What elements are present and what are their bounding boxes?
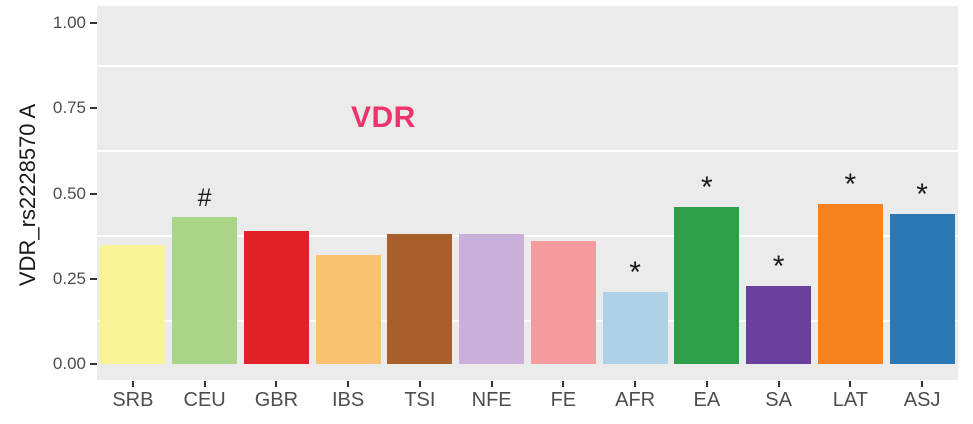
- asterisk-annotation-ea: *: [701, 171, 713, 205]
- gridline-minor: [97, 64, 958, 67]
- y-tick-label-0.75: 0.75: [52, 98, 86, 118]
- bar-ea: [674, 207, 740, 364]
- gridline-minor: [97, 149, 958, 152]
- x-tick-label-ceu: CEU: [183, 389, 226, 411]
- y-tick-0.25: [90, 277, 97, 280]
- x-tick-label-sa: SA: [765, 389, 792, 411]
- x-tick-label-gbr: GBR: [254, 389, 299, 411]
- x-tick-label-ea: EA: [693, 389, 721, 411]
- x-tick-nfe: [490, 381, 493, 387]
- x-tick-ibs: [347, 381, 350, 387]
- bar-afr: [602, 292, 668, 364]
- bar-nfe: [459, 234, 525, 364]
- bar-tsi: [387, 234, 453, 364]
- gridline-minor: [97, 320, 958, 323]
- bar-srb: [100, 244, 166, 364]
- x-tick-label-lat: LAT: [832, 389, 868, 411]
- x-tick-fe: [562, 381, 565, 387]
- bar-ibs: [315, 254, 381, 364]
- x-tick-label-ibs: IBS: [332, 389, 365, 411]
- y-tick-label-1.00: 1.00: [52, 13, 86, 32]
- y-tick-label-0.50: 0.50: [52, 183, 86, 203]
- asterisk-annotation-asj: *: [916, 177, 928, 211]
- y-tick-label-0.00: 0.00: [52, 354, 86, 373]
- x-tick-label-srb: SRB: [112, 389, 154, 411]
- plot-panel: VDR # * * * * *: [97, 6, 958, 380]
- y-tick-1.00: [90, 22, 97, 24]
- y-tick-0.50: [90, 192, 97, 195]
- x-tick-label-tsi: TSI: [404, 389, 436, 411]
- x-tick-sa: [777, 381, 780, 387]
- x-tick-ea: [705, 381, 708, 387]
- bar-asj: [889, 213, 955, 364]
- hash-annotation-ceu: #: [197, 184, 212, 213]
- y-tick-0.75: [90, 107, 97, 110]
- x-tick-srb: [131, 381, 134, 387]
- bar-lat: [817, 203, 883, 364]
- x-tick-tsi: [418, 381, 421, 387]
- bar-gbr: [243, 231, 309, 364]
- x-tick-afr: [634, 381, 637, 387]
- y-tick-0.00: [90, 363, 97, 365]
- x-tick-label-asj: ASJ: [903, 389, 941, 411]
- gridline-minor: [97, 235, 958, 238]
- bar-sa: [746, 285, 812, 364]
- bar-fe: [530, 241, 596, 364]
- y-tick-label-0.25: 0.25: [52, 268, 86, 288]
- x-tick-label-afr: AFR: [615, 389, 656, 411]
- x-tick-asj: [921, 381, 924, 387]
- bar-ceu: [172, 217, 238, 364]
- asterisk-annotation-sa: *: [772, 249, 785, 283]
- chart-title: VDR: [351, 101, 416, 134]
- x-tick-label-fe: FE: [550, 389, 577, 411]
- x-tick-ceu: [203, 381, 206, 387]
- asterisk-annotation-afr: *: [629, 256, 641, 290]
- x-tick-label-nfe: NFE: [471, 389, 512, 411]
- asterisk-annotation-lat: *: [844, 167, 857, 201]
- x-tick-lat: [849, 381, 852, 387]
- x-tick-gbr: [275, 381, 278, 387]
